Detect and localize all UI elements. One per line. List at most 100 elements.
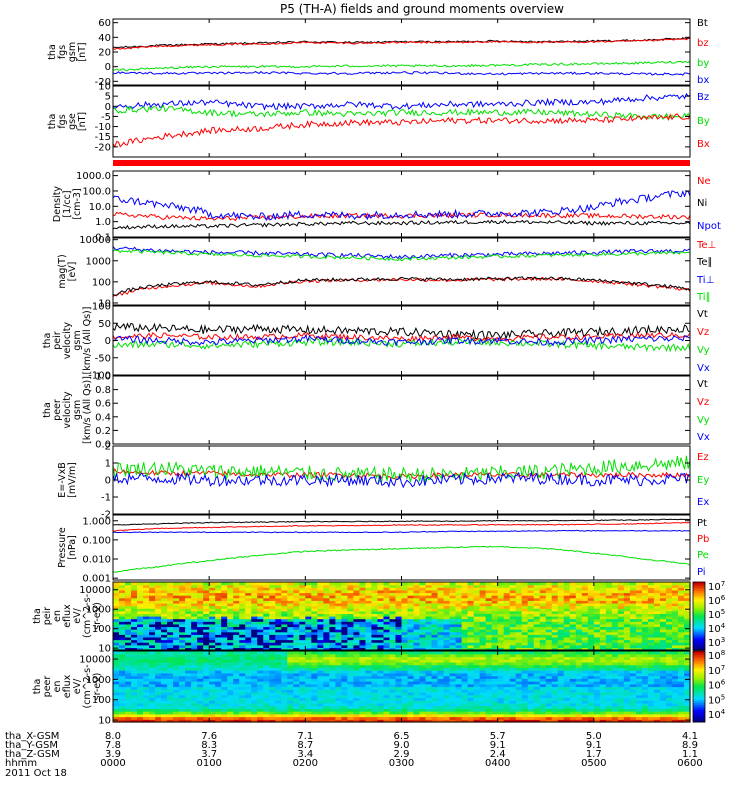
spectrogram-cell: [491, 681, 499, 685]
spectrogram-cell: [401, 661, 409, 666]
spectrogram-cell: [419, 716, 427, 720]
spectrogram-cell: [323, 592, 330, 596]
spectrogram-cell: [137, 582, 144, 586]
spectrogram-cell: [317, 659, 324, 663]
spectrogram-cell: [173, 716, 180, 720]
spectrogram-cell: [281, 605, 288, 609]
spectrogram-cell: [197, 616, 204, 620]
spectrogram-cell: [443, 621, 451, 625]
spectrogram-cell: [353, 605, 361, 609]
spectrogram-cell: [641, 642, 649, 646]
spectrogram-cell: [281, 642, 288, 646]
spectrogram-cell: [149, 705, 156, 709]
spectrogram-cell: [359, 681, 367, 685]
spectrogram-cell: [137, 642, 144, 646]
spectrogram-cell: [269, 694, 276, 699]
spectrogram-cell: [119, 702, 126, 707]
spectrogram-cell: [557, 716, 565, 720]
spectrogram-cell: [515, 681, 523, 685]
spectrogram-cell: [617, 629, 625, 633]
spectrogram-cell: [485, 595, 493, 599]
spectrogram-cell: [521, 597, 529, 601]
spectrogram-cell: [401, 610, 409, 614]
y-axis-label: fgs: [57, 114, 68, 128]
spectrogram-cell: [383, 653, 391, 658]
spectrogram-cell: [359, 700, 367, 704]
spectrogram-cell: [287, 670, 294, 674]
spectrogram-cell: [479, 670, 487, 674]
spectrogram-cell: [419, 694, 427, 699]
spectrogram-cell: [191, 708, 198, 712]
spectrogram-cell: [503, 616, 511, 620]
spectrogram-cell: [311, 621, 318, 625]
spectrogram-cell: [383, 667, 391, 671]
spectrogram-cell: [383, 716, 391, 720]
spectrogram-cell: [383, 584, 391, 588]
spectrogram-cell: [191, 639, 198, 643]
spectrogram-cell: [131, 678, 138, 682]
spectrogram-cell: [113, 587, 120, 591]
spectrogram-cell: [113, 639, 120, 643]
spectrogram-cell: [389, 626, 397, 630]
spectrogram-cell: [497, 651, 505, 655]
spectrogram-cell: [557, 713, 565, 718]
spectrogram-cell: [293, 636, 300, 641]
spectrogram-cell: [287, 719, 294, 723]
spectrogram-cell: [125, 608, 132, 612]
spectrogram-cell: [173, 713, 180, 718]
spectrogram-cell: [299, 678, 306, 682]
spectrogram-cell: [479, 602, 487, 607]
y-axis-label: tha: [47, 114, 58, 130]
spectrogram-cell: [353, 702, 361, 707]
spectrogram-cell: [149, 664, 156, 668]
spectrogram-cell: [449, 713, 457, 718]
spectrogram-cell: [269, 636, 276, 641]
spectrogram-cell: [509, 686, 517, 690]
colorbar-swatch: [693, 648, 705, 651]
spectrogram-cell: [281, 713, 288, 718]
spectrogram-cell: [263, 691, 270, 696]
spectrogram-cell: [425, 610, 433, 614]
spectrogram-cell: [437, 589, 445, 594]
spectrogram-cell: [263, 605, 270, 609]
spectrogram-cell: [545, 636, 553, 641]
spectrogram-cell: [551, 678, 559, 682]
spectrogram-cell: [191, 661, 198, 666]
spectrogram-cell: [371, 631, 379, 635]
spectrogram-cell: [239, 683, 246, 688]
spectrogram-cell: [449, 694, 457, 699]
spectrogram-cell: [239, 708, 246, 712]
spectrogram-cell: [149, 605, 156, 609]
spectrogram-cell: [611, 629, 619, 633]
spectrogram-cell: [131, 626, 138, 630]
spectrogram-cell: [221, 691, 228, 696]
spectrogram-cell: [185, 702, 192, 707]
spectrogram-cell: [143, 587, 150, 591]
spectrogram-cell: [203, 647, 210, 651]
spectrogram-cell: [149, 623, 156, 628]
spectrogram-cell: [347, 605, 355, 609]
spectrogram-cell: [119, 659, 126, 663]
spectrogram-cell: [533, 639, 541, 643]
spectrogram-cell: [383, 610, 391, 614]
spectrogram-cell: [377, 584, 385, 588]
spectrogram-cell: [503, 694, 511, 699]
spectrogram-cell: [545, 656, 553, 660]
spectrogram-cell: [623, 644, 631, 648]
spectrogram-cell: [137, 689, 144, 693]
spectrogram-cell: [329, 683, 336, 688]
spectrogram-cell: [431, 664, 439, 668]
spectrogram-cell: [659, 608, 667, 612]
spectrogram-cell: [113, 716, 120, 720]
spectrogram-cell: [347, 600, 355, 604]
spectrogram-cell: [425, 608, 433, 612]
spectrogram-cell: [491, 670, 499, 674]
spectrogram-cell: [161, 610, 168, 614]
spectrogram-cell: [353, 659, 361, 663]
spectrogram-cell: [119, 686, 126, 690]
y-axis-label: peer: [52, 399, 63, 421]
